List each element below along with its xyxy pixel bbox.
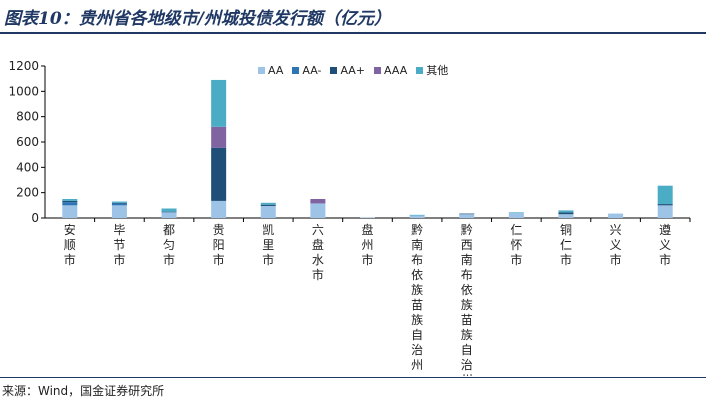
y-tick-label: 800 bbox=[16, 110, 39, 124]
bar-segment bbox=[558, 210, 574, 213]
source-note: 来源：Wind，国金证券研究所 bbox=[2, 384, 165, 398]
y-tick-label: 1000 bbox=[8, 84, 39, 98]
legend-label-other: 其他 bbox=[426, 64, 449, 77]
x-tick-label: 安顺市 bbox=[64, 222, 76, 267]
legend-swatch-aa-plus bbox=[330, 66, 338, 74]
bar-segment bbox=[459, 214, 475, 218]
bar-segment bbox=[211, 200, 227, 218]
bar-segment bbox=[310, 199, 326, 204]
legend-swatch-aa-minus bbox=[292, 66, 300, 74]
x-tick-label: 六盘水市 bbox=[312, 223, 324, 282]
bar-segment bbox=[211, 79, 227, 127]
bar-segment bbox=[62, 199, 78, 201]
x-tick-label: 盘州市 bbox=[361, 222, 373, 267]
bar-segment bbox=[657, 185, 673, 205]
legend-swatch-other bbox=[416, 66, 424, 74]
legend-item-aaa: AAA bbox=[374, 62, 407, 78]
bar-segment bbox=[657, 204, 673, 206]
bar-segment bbox=[111, 201, 127, 203]
bar-segment bbox=[161, 211, 177, 213]
bar-segment bbox=[310, 203, 326, 218]
stacked-bar-chart: 0 200 400 600 800 1000 1200 安顺市 毕节市 都匀市 贵阳市 凯里市 六盘水市… bbox=[8, 59, 691, 376]
x-tick-label: 遵义市 bbox=[659, 222, 671, 267]
legend-label-aaa: AAA bbox=[384, 63, 408, 77]
bar-segment bbox=[558, 214, 574, 218]
y-tick-label: 1200 bbox=[8, 59, 39, 73]
legend-item-aa-minus: AA- bbox=[292, 62, 321, 78]
bar-segment bbox=[508, 212, 524, 218]
bar-segment bbox=[62, 205, 78, 218]
bar-segment bbox=[111, 202, 127, 204]
x-tick-label: 毕节市 bbox=[113, 223, 125, 267]
x-tick-label: 仁怀市 bbox=[510, 223, 522, 267]
bar-segment bbox=[111, 205, 127, 218]
y-tick-label: 400 bbox=[16, 160, 39, 174]
y-tick-label: 600 bbox=[16, 135, 39, 149]
bar-segment bbox=[608, 213, 624, 218]
legend-swatch-aa bbox=[258, 66, 265, 74]
legend: AA AA- AA+ AAA 其他 bbox=[258, 62, 448, 78]
bar-segment bbox=[62, 200, 78, 203]
y-tick-label: 0 bbox=[31, 211, 39, 225]
bar-segment bbox=[260, 202, 276, 205]
bar-segment bbox=[62, 202, 78, 206]
legend-label-aa: AA bbox=[268, 63, 284, 77]
x-tick-label: 黔西南布依族苗族自治州 bbox=[461, 222, 473, 376]
bar-segment bbox=[657, 205, 673, 218]
bar-segment bbox=[409, 215, 425, 218]
bar-segment bbox=[260, 205, 276, 218]
chart-title: 图表10：贵州省各地级市/州城投债发行额（亿元） bbox=[4, 9, 391, 29]
bar-segment bbox=[161, 208, 177, 212]
x-tick-label: 都匀市 bbox=[163, 223, 175, 267]
legend-item-aa-plus: AA+ bbox=[330, 62, 365, 78]
bar-segment bbox=[211, 126, 227, 148]
x-tick-label: 铜仁市 bbox=[560, 222, 572, 267]
bar-segment bbox=[211, 147, 227, 201]
legend-label-aa-plus: AA+ bbox=[340, 63, 366, 77]
bar-segment bbox=[111, 203, 127, 206]
bar-segment bbox=[161, 212, 177, 218]
x-tick-label: 凯里市 bbox=[262, 223, 274, 267]
legend-swatch-aaa bbox=[374, 66, 382, 74]
x-tick-label: 黔南布依族苗族自治州 bbox=[411, 222, 423, 372]
y-tick-label: 200 bbox=[16, 186, 39, 200]
bar-segment bbox=[260, 204, 276, 206]
legend-item-aa: AA bbox=[258, 62, 283, 78]
legend-label-aa-minus: AA- bbox=[302, 63, 322, 77]
x-tick-label: 贵阳市 bbox=[213, 223, 225, 267]
bar-segment bbox=[409, 214, 425, 216]
legend-item-other: 其他 bbox=[416, 62, 448, 78]
x-tick-label: 兴义市 bbox=[610, 223, 622, 267]
title-divider bbox=[0, 32, 706, 34]
bar-segment bbox=[558, 212, 574, 215]
bar-segment bbox=[360, 217, 375, 218]
bar-segment bbox=[459, 213, 475, 215]
footer-divider bbox=[0, 377, 706, 378]
bar-segment bbox=[508, 212, 524, 213]
